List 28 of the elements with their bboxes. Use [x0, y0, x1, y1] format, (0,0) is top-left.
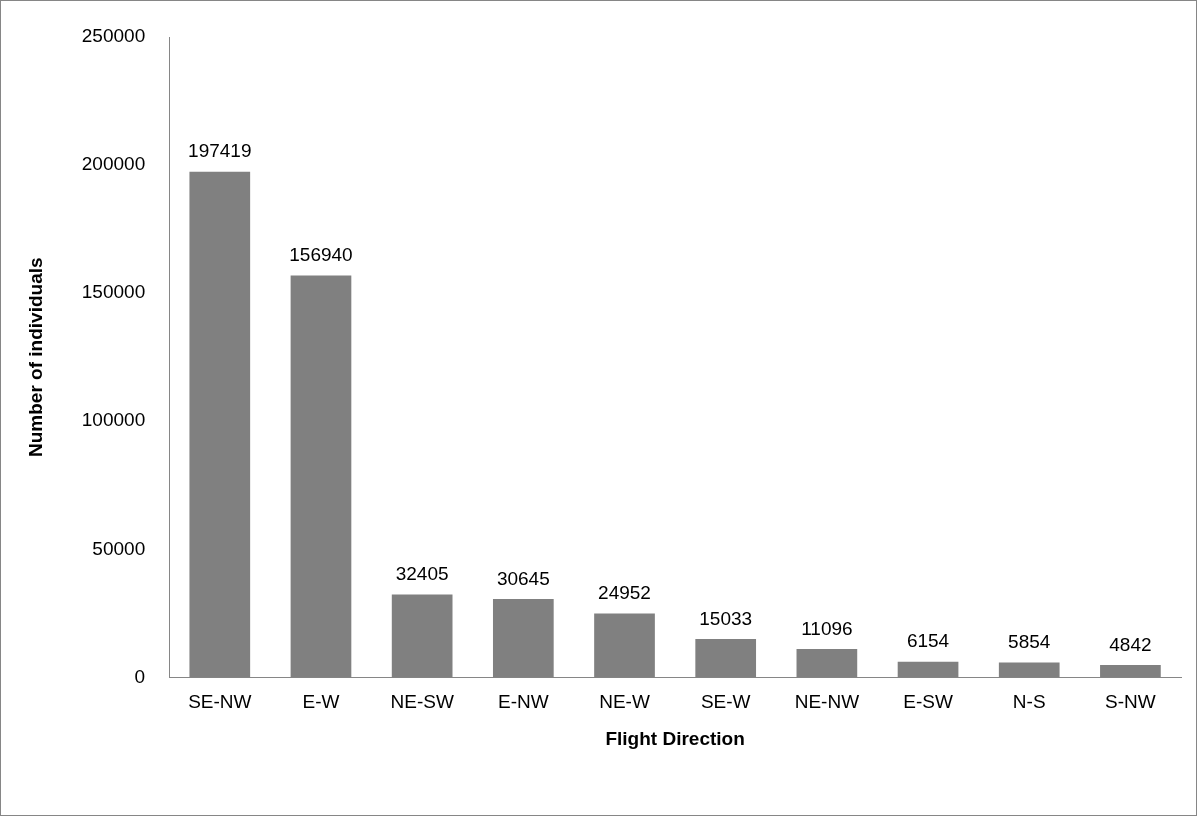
- y-axis-title: Number of individuals: [24, 257, 46, 457]
- data-label: 15033: [699, 607, 753, 629]
- y-tick-label: 200000: [81, 153, 146, 175]
- x-tick-label: NE-SW: [390, 691, 454, 713]
- data-label: 24952: [598, 582, 651, 604]
- y-tick-label: 250000: [81, 25, 146, 47]
- data-label: 30645: [496, 567, 550, 589]
- y-tick-label: 0: [134, 665, 146, 687]
- data-label: 6154: [906, 630, 950, 652]
- data-label: 4842: [1109, 633, 1152, 655]
- x-tick-label: SE-NW: [188, 691, 252, 713]
- data-label: 156940: [289, 244, 353, 266]
- y-tick-label: 100000: [81, 409, 146, 431]
- x-tick-label: NE-NW: [794, 691, 860, 713]
- data-label: 11096: [801, 617, 853, 639]
- x-tick-label: S-NW: [1105, 691, 1156, 713]
- x-tick-label: SE-W: [700, 691, 751, 713]
- x-tick-label: N-S: [1012, 691, 1046, 713]
- x-tick-label: NE-W: [599, 691, 650, 713]
- data-label: 5854: [1008, 631, 1051, 653]
- x-tick-label: E-NW: [498, 691, 549, 713]
- x-tick-label: E-SW: [903, 691, 953, 713]
- y-tick-label: 150000: [81, 281, 146, 303]
- x-axis-title: Flight Direction: [605, 727, 745, 749]
- x-tick-label: E-W: [302, 691, 340, 713]
- y-tick-label: 50000: [92, 537, 146, 559]
- data-label: 32405: [395, 563, 449, 585]
- data-label: 197419: [188, 140, 252, 162]
